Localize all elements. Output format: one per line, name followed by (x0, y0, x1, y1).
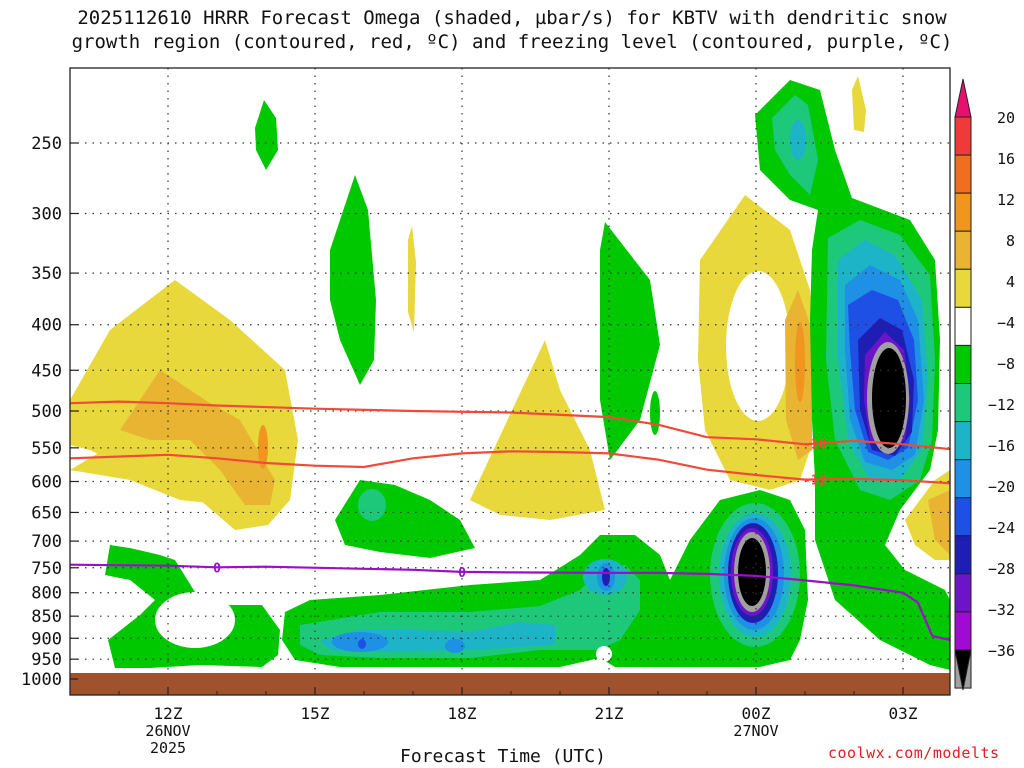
colorbar-bottom-triangle (954, 649, 972, 691)
isotherm-line--18 (70, 400, 950, 451)
x-tick-date: 27NOV (733, 722, 778, 740)
shade-white-hole (726, 271, 790, 421)
colorbar-label: −24 (988, 519, 1015, 537)
y-tick-label: 600 (31, 472, 62, 492)
colorbar: 20 16 12 8 4 −4 −8 −12 −16 −20 −24 −28 −32 −36 (954, 78, 1015, 691)
colorbar-label: 8 (1006, 232, 1015, 250)
y-tick-label: 550 (31, 439, 62, 459)
shade-white-21z (596, 646, 612, 662)
isotherm-label--12: -12 (803, 473, 826, 488)
y-tick-label: 400 (31, 316, 62, 336)
colorbar-label: −16 (988, 437, 1015, 455)
plot-frame (69, 67, 951, 696)
colorbar-top-triangle (954, 78, 972, 118)
colorbar-segment (954, 154, 972, 194)
x-tick-label: 15Z (301, 704, 330, 723)
y-tick-label: 950 (31, 650, 62, 670)
y-tick-label: 450 (31, 361, 62, 381)
colorbar-label: 16 (997, 150, 1015, 168)
isotherm-lines: -18 -12 0 0 (70, 400, 950, 642)
shade-darkorange-left (258, 425, 268, 469)
shade-black-00z (738, 538, 766, 606)
title-line-2: growth region (contoured, red, ºC) and f… (71, 31, 953, 53)
x-tick-label: 00Z (742, 704, 771, 723)
y-tick-label: 300 (31, 204, 62, 224)
shade-green-col (600, 222, 660, 460)
y-tick-label: 250 (31, 134, 62, 154)
x-tick-label: 21Z (595, 704, 624, 723)
x-tick-label: 12Z (154, 704, 183, 723)
title-line-1: 2025112610 HRRR Forecast Omega (shaded, … (77, 7, 947, 29)
shade-white-bottomleft (155, 592, 235, 648)
y-tick-label: 750 (31, 559, 62, 579)
isotherm-line-0 (70, 563, 950, 642)
colorbar-segment (954, 306, 972, 346)
isotherm-label-0: 0 (213, 561, 221, 576)
credit-link[interactable]: coolwx.com/modelts (828, 744, 1000, 762)
colorbar-segment (954, 192, 972, 232)
shade-blue-band2 (445, 639, 465, 653)
colorbar-segment (954, 383, 972, 423)
shade-green-mid (330, 175, 376, 385)
colorbar-segment (954, 573, 972, 613)
y-tick-label: 650 (31, 503, 62, 523)
y-tick-label: 500 (31, 402, 62, 422)
colorbar-segment (954, 459, 972, 499)
colorbar-label: 12 (997, 191, 1015, 209)
isotherm-label-0: 0 (458, 566, 466, 581)
y-tick-label: 350 (31, 264, 62, 284)
colorbar-segment (954, 497, 972, 537)
colorbar-segment (954, 344, 972, 384)
shade-dot-band (358, 639, 366, 649)
shade-cyan-topright (790, 120, 806, 160)
colorbar-label: −36 (988, 642, 1015, 660)
colorbar-label: −20 (988, 478, 1015, 496)
omega-shading (70, 76, 950, 670)
x-tick-label: 03Z (889, 704, 918, 723)
y-tick-label: 700 (31, 532, 62, 552)
shade-yellow-thin (408, 226, 416, 332)
shade-darkorange-00z (795, 322, 805, 402)
shade-yellow-left-b (70, 425, 230, 505)
shade-yellow-center (470, 340, 605, 520)
isotherm-label--18: -18 (803, 438, 827, 453)
x-tick-date: 26NOV (145, 722, 190, 740)
ground-rect (70, 673, 950, 695)
shade-yellow-topright (852, 76, 866, 132)
y-tick-label: 1000 (21, 670, 62, 690)
y-tick-label: 900 (31, 629, 62, 649)
isotherm-line--12 (70, 450, 950, 485)
colorbar-label: −4 (997, 314, 1015, 332)
shade-green-top (255, 100, 278, 170)
colorbar-label: −32 (988, 601, 1015, 619)
x-tick-label: 18Z (448, 704, 477, 723)
shade-black-right (872, 348, 906, 448)
chart-title: 2025112610 HRRR Forecast Omega (shaded, … (0, 6, 1024, 54)
x-axis-label: Forecast Time (UTC) (400, 746, 606, 767)
y-axis: 2503003504004505005506006507007508008509… (21, 134, 78, 690)
colorbar-label: −28 (988, 560, 1015, 578)
colorbar-segment (954, 421, 972, 461)
colorbar-segment (954, 535, 972, 575)
y-tick-label: 800 (31, 584, 62, 604)
colorbar-segment (954, 611, 972, 651)
y-tick-label: 850 (31, 607, 62, 627)
ground-layer (70, 673, 950, 695)
shade-orange-wedge (928, 490, 950, 555)
shade-green-sliver (650, 391, 660, 435)
shade-teal-upper (358, 489, 386, 521)
colorbar-label: −8 (997, 355, 1015, 373)
colorbar-label: −12 (988, 396, 1015, 414)
colorbar-segment (954, 230, 972, 270)
colorbar-label: 20 (997, 109, 1015, 127)
colorbar-label: 4 (1006, 273, 1015, 291)
x-tick-year: 2025 (150, 739, 186, 757)
colorbar-segment (954, 268, 972, 308)
colorbar-segment (954, 116, 972, 156)
